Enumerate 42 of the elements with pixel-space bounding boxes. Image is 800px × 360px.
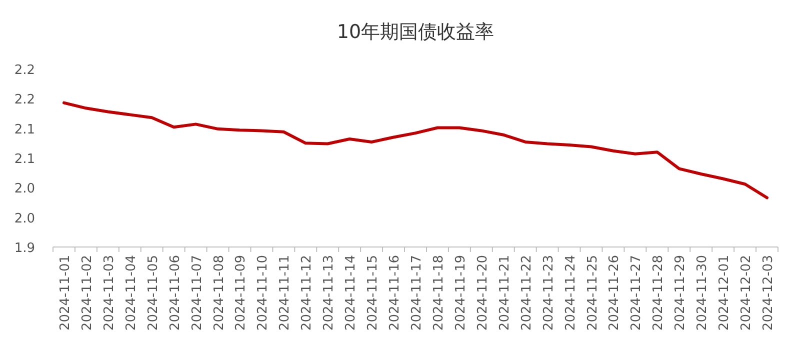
chart-title: 10年期国债收益率	[336, 21, 494, 43]
x-tick-label: 2024-11-19	[453, 255, 468, 331]
x-tick-label: 2024-11-22	[519, 255, 534, 331]
x-tick-label: 2024-11-28	[651, 255, 666, 331]
x-tick-label: 2024-12-02	[739, 255, 754, 331]
x-tick-label: 2024-11-13	[322, 255, 337, 331]
x-tick-label: 2024-11-04	[124, 255, 139, 331]
x-tick-label: 2024-11-03	[102, 255, 117, 331]
x-tick-label: 2024-11-12	[300, 255, 315, 331]
x-tick-label: 2024-11-23	[541, 255, 556, 331]
x-tick-label: 2024-12-03	[761, 255, 776, 331]
x-tick-label: 2024-11-17	[410, 255, 424, 331]
x-tick-label: 2024-11-15	[366, 255, 381, 331]
y-tick-label: 2.1	[14, 122, 35, 138]
x-tick-label: 2024-11-20	[475, 255, 490, 331]
x-tick-label: 2024-11-27	[629, 255, 644, 331]
y-tick-label: 2.1	[14, 152, 35, 167]
x-tick-label: 2024-11-09	[234, 255, 249, 331]
x-tick-label: 2024-11-30	[695, 255, 710, 331]
y-tick-label: 2.2	[14, 63, 35, 78]
x-tick-label: 2024-11-06	[168, 255, 183, 331]
x-tick-label: 2024-11-05	[146, 255, 161, 331]
x-tick-label: 2024-11-16	[388, 255, 403, 331]
x-tick-label: 2024-11-26	[607, 255, 622, 331]
x-tick-label: 2024-11-11	[278, 255, 293, 331]
x-tick-label: 2024-11-14	[344, 255, 359, 331]
x-tick-label: 2024-11-07	[190, 255, 205, 331]
y-tick-label: 2.0	[14, 182, 35, 197]
x-tick-label: 2024-11-24	[563, 255, 578, 331]
x-tick-label: 2024-11-08	[212, 255, 227, 331]
x-tick-label: 2024-11-21	[497, 255, 512, 331]
x-tick-label: 2024-11-25	[585, 255, 600, 331]
y-tick-label: 1.9	[14, 241, 35, 256]
x-tick-label: 2024-11-18	[431, 255, 446, 331]
x-tick-label: 2024-11-10	[256, 255, 271, 331]
x-tick-label: 2024-11-29	[673, 255, 688, 331]
line-series	[62, 101, 769, 200]
x-tick-label: 2024-12-01	[717, 255, 732, 331]
x-tick-label: 2024-11-02	[80, 255, 95, 331]
y-tick-label: 2.0	[14, 211, 35, 226]
y-tick-label: 2.2	[14, 92, 35, 108]
x-tick-label: 2024-11-01	[58, 255, 73, 331]
